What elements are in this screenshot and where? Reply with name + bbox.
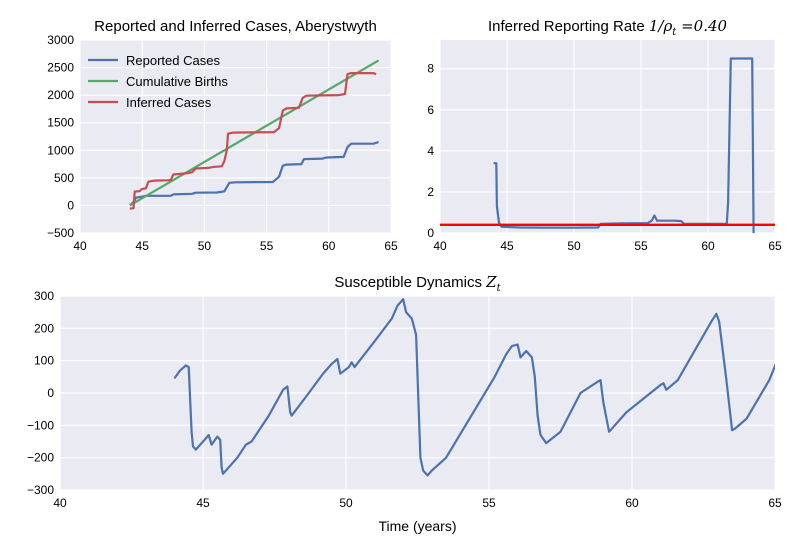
susceptible-x-tick-label: 45	[196, 496, 210, 510]
susceptible-series-line-1	[173, 298, 775, 477]
cases-y-tick-label: 2000	[47, 88, 74, 102]
reporting-rate-x-tick-label: 55	[634, 239, 648, 253]
susceptible-x-tick-label: 40	[53, 496, 67, 510]
cases-legend-label: Reported Cases	[126, 53, 220, 68]
reporting-rate-y-tick-label: 6	[427, 103, 434, 117]
reporting-rate-x-tick-label: 60	[701, 239, 715, 253]
susceptible-subplot: 40 45 50 55 60 65 −300 −200 −100 0 100 200 300 Suscep…	[27, 273, 782, 534]
cases-series-line-1	[129, 140, 379, 207]
cases-x-tick-label: 65	[384, 239, 398, 253]
susceptible-x-tick-label: 65	[768, 496, 782, 510]
reporting-rate-x-tick-label: 45	[500, 239, 514, 253]
cases-x-tick-label: 60	[322, 239, 336, 253]
reporting-rate-x-tick-label: 65	[768, 239, 782, 253]
reporting-rate-x-tick-label: 50	[567, 239, 581, 253]
cases-y-tick-label: 2500	[47, 61, 74, 75]
cases-y-tick-label: 500	[54, 171, 74, 185]
susceptible-y-tick-label: −200	[27, 451, 54, 465]
cases-x-tick-label: 50	[198, 239, 212, 253]
cases-y-tick-label: 1000	[47, 143, 74, 157]
susceptible-x-tick-label: 55	[482, 496, 496, 510]
susceptible-x-tick-label: 50	[339, 496, 353, 510]
reporting-rate-y-tick-label: 2	[427, 185, 434, 199]
reporting-rate-y-tick-label: 0	[427, 226, 434, 240]
cases-y-tick-label: −500	[47, 226, 74, 240]
reporting-rate-subplot: 40 45 50 55 60 65 0 2 4 6 8 Inferred Reporting Rate…	[427, 17, 782, 253]
reporting-rate-x-tick-label: 40	[433, 239, 447, 253]
susceptible-y-tick-label: 100	[34, 354, 54, 368]
cases-legend-label: Cumulative Births	[126, 74, 228, 89]
reporting-rate-y-tick-label: 4	[427, 144, 434, 158]
cases-plot-area	[80, 40, 391, 233]
cases-legend-label: Inferred Cases	[126, 95, 212, 110]
susceptible-y-tick-label: 0	[47, 386, 54, 400]
susceptible-x-axis-label: Time (years)	[378, 518, 456, 534]
susceptible-y-tick-label: 200	[34, 321, 54, 335]
cases-x-tick-label: 40	[73, 239, 87, 253]
susceptible-y-tick-label: −300	[27, 483, 54, 497]
cases-y-tick-label: 1500	[47, 116, 74, 130]
reporting-rate-title: Inferred Reporting Rate 1/ρt =0.40	[488, 17, 728, 38]
susceptible-y-tick-label: 300	[34, 289, 54, 303]
cases-series-line-3	[129, 72, 377, 210]
cases-subplot: 40 45 50 55 60 65 −500 0 500 1000 1500 2000 2500 3000…	[47, 18, 398, 253]
reporting-rate-y-tick-label: 8	[427, 62, 434, 76]
cases-x-tick-label: 55	[260, 239, 274, 253]
cases-y-tick-label: 0	[67, 198, 74, 212]
cases-title: Reported and Inferred Cases, Aberystwyth	[94, 18, 377, 35]
susceptible-y-tick-label: −100	[27, 418, 54, 432]
cases-x-tick-label: 45	[136, 239, 150, 253]
susceptible-x-tick-label: 60	[625, 496, 639, 510]
cases-y-tick-label: 3000	[47, 33, 74, 47]
susceptible-title: Susceptible Dynamics Zt	[334, 273, 501, 294]
